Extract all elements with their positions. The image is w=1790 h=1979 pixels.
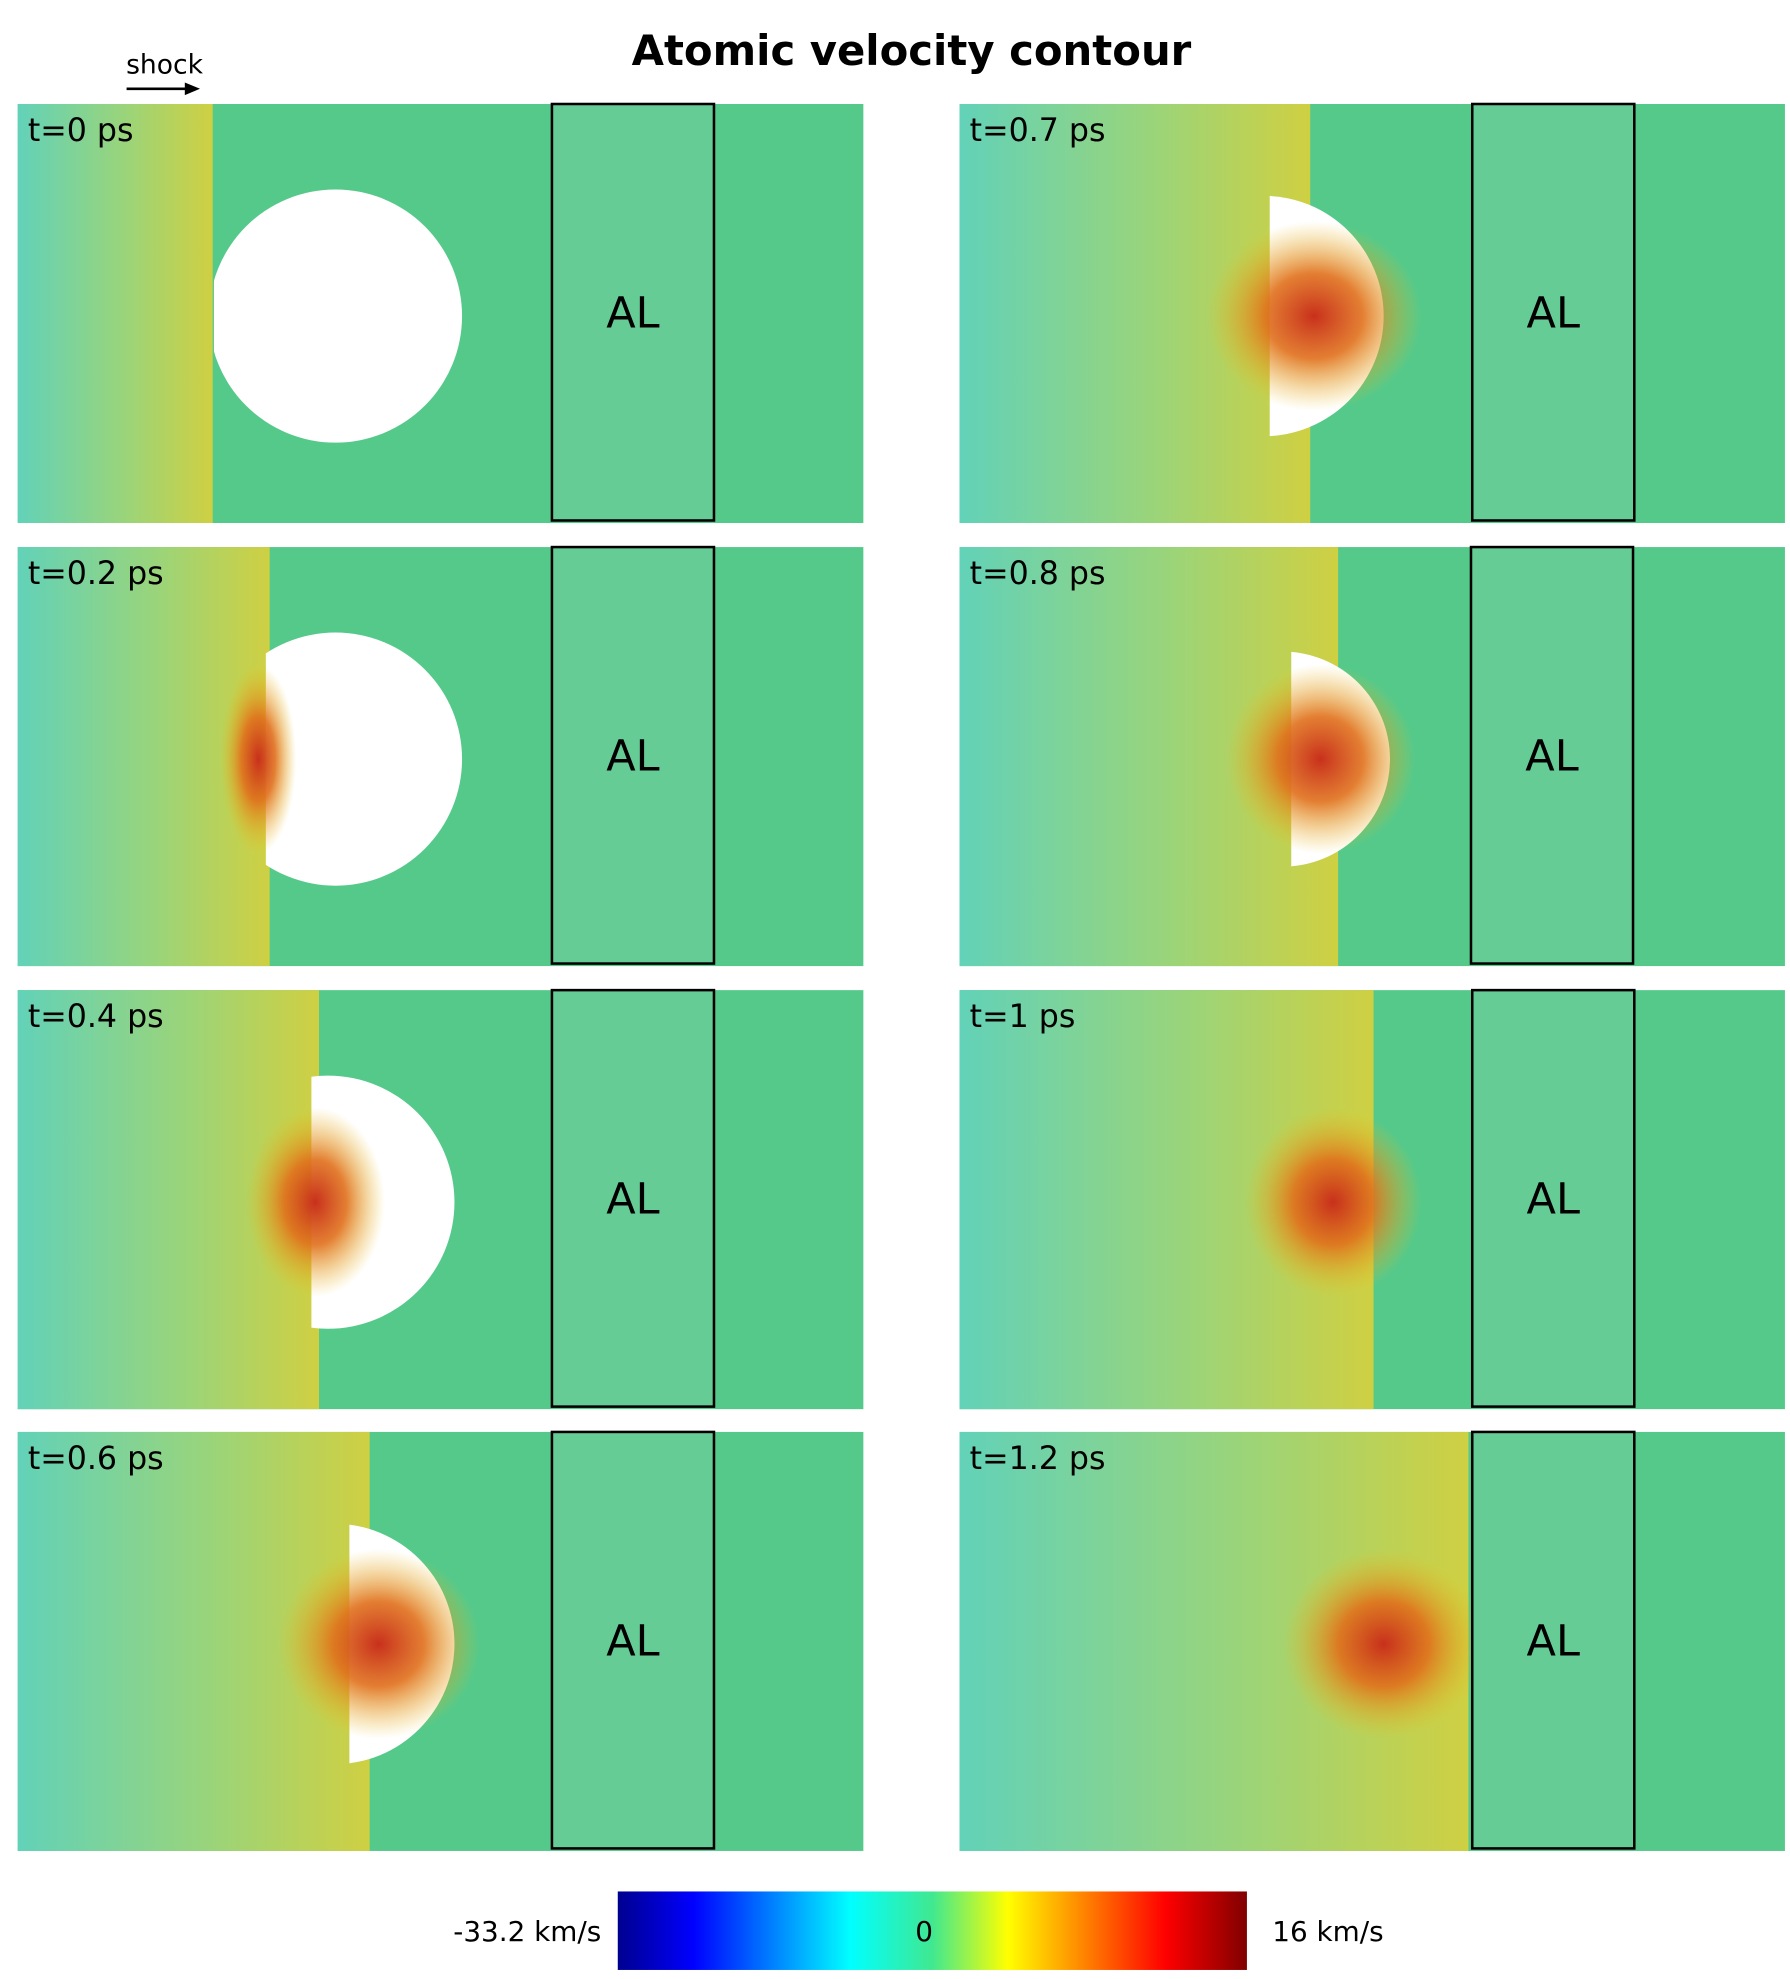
- al-block: [1470, 102, 1636, 522]
- al-label: AL: [606, 732, 659, 782]
- time-label: t=1 ps: [970, 999, 1076, 1035]
- al-block: [550, 1430, 716, 1850]
- panel: AL t=0.8 ps: [959, 545, 1785, 967]
- al-label: AL: [1527, 289, 1580, 339]
- colorbar-mid-label: 0: [915, 1915, 933, 1948]
- panel: AL t=0.7 ps: [959, 102, 1785, 524]
- al-block: [550, 102, 716, 522]
- al-label: AL: [606, 1616, 659, 1666]
- shock-label: shock: [126, 50, 204, 81]
- jet-cluster: [1244, 1107, 1422, 1298]
- al-label: AL: [606, 1175, 659, 1225]
- jet-cluster: [1282, 1549, 1485, 1739]
- al-label: AL: [1527, 1175, 1580, 1225]
- panel: AL t=1 ps: [959, 988, 1785, 1410]
- jet-cluster: [245, 1107, 385, 1298]
- void: [213, 189, 463, 443]
- panel: AL t=0.4 ps: [17, 988, 864, 1410]
- colorbar: [617, 1891, 1247, 1970]
- colorbar-min-label: -33.2 km/s: [453, 1915, 601, 1948]
- al-block: [1469, 545, 1635, 965]
- panel: AL t=0.6 ps: [17, 1430, 864, 1851]
- shock-band: [17, 103, 213, 524]
- time-label: t=0.4 ps: [28, 999, 164, 1035]
- time-label: t=0.6 ps: [28, 1441, 164, 1477]
- al-label: AL: [606, 289, 659, 339]
- al-block: [1470, 988, 1636, 1408]
- time-label: t=0.2 ps: [28, 556, 164, 592]
- al-label: AL: [1527, 1616, 1580, 1666]
- jet-cluster: [220, 664, 297, 855]
- al-block: [1470, 1430, 1636, 1850]
- void: [265, 632, 463, 886]
- jet-cluster: [1225, 664, 1416, 855]
- title: Atomic velocity contour: [632, 26, 1192, 75]
- colorbar-max-label: 16 km/s: [1272, 1915, 1383, 1948]
- time-label: t=0.8 ps: [970, 556, 1106, 592]
- panel: AL t=0 ps: [17, 102, 864, 524]
- jet-cluster: [1206, 221, 1422, 411]
- al-label: AL: [1525, 732, 1578, 782]
- time-label: t=1.2 ps: [970, 1441, 1106, 1477]
- panel: AL t=0.2 ps: [17, 545, 864, 967]
- time-label: t=0.7 ps: [970, 113, 1106, 149]
- jet-cluster: [277, 1549, 480, 1739]
- al-block: [550, 545, 716, 965]
- al-block: [550, 988, 716, 1408]
- shock-arrowhead: [184, 82, 201, 96]
- panel: AL t=1.2 ps: [959, 1430, 1785, 1851]
- time-label: t=0 ps: [28, 113, 134, 149]
